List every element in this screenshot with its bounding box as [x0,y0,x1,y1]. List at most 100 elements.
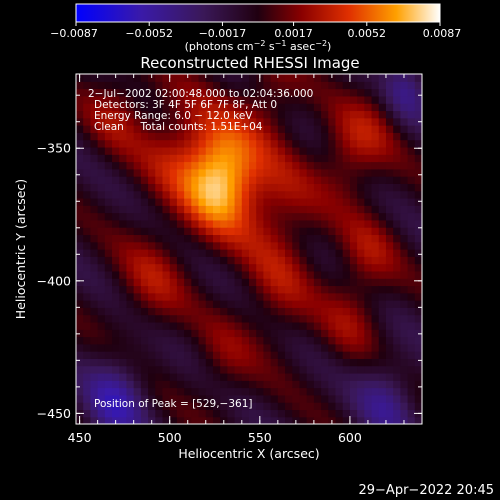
heatmap-cell [212,154,221,163]
heatmap-cell [227,139,236,148]
heatmap-cell [155,110,164,119]
heatmap-cell [335,270,344,279]
heatmap-cell [119,241,128,250]
heatmap-cell [90,256,99,265]
heatmap-cell [83,249,92,257]
heatmap-cell [83,132,92,141]
heatmap-cell [97,161,106,170]
heatmap-cell [119,270,128,279]
heatmap-cell [378,88,387,97]
heatmap-cell [270,358,279,367]
heatmap-cell [212,409,221,418]
heatmap-cell [263,205,272,214]
heatmap-cell [306,205,315,214]
heatmap-cell [277,351,286,359]
heatmap-cell [184,336,192,345]
heatmap-cell [277,139,286,148]
heatmap-cell [270,183,279,192]
heatmap-cell [140,219,149,228]
heatmap-cell [126,110,135,119]
heatmap-cell [176,329,185,338]
heatmap-cell [277,329,286,338]
heatmap-cell [112,168,120,177]
heatmap-cell [306,249,315,257]
heatmap-cell [104,212,113,221]
heatmap-cell [385,176,394,184]
heatmap-cell [169,161,178,170]
heatmap-cell [234,183,243,192]
heatmap-cell [184,227,192,236]
heatmap-cell [148,212,156,221]
heatmap-cell [104,380,113,389]
heatmap-cell [256,154,265,163]
heatmap-cell [263,81,272,90]
heatmap-cell [270,117,279,126]
heatmap-cell [220,205,228,214]
heatmap-cell [306,300,315,308]
heatmap-cell [371,343,380,352]
heatmap-cell [263,249,272,257]
heatmap-cell [97,132,106,141]
heatmap-cell [220,372,228,381]
heatmap-cell [263,358,272,367]
heatmap-cell [357,300,365,308]
heatmap-cell [76,227,84,236]
heatmap-cell [277,343,286,352]
heatmap-cell [112,125,120,133]
heatmap [76,74,422,424]
heatmap-cell [234,205,243,214]
heatmap-cell [299,336,308,345]
heatmap-cell [97,358,106,367]
heatmap-cell [162,139,171,148]
heatmap-cell [97,227,106,236]
heatmap-cell [256,117,265,126]
heatmap-cell [357,263,365,272]
heatmap-cell [119,285,128,294]
heatmap-cell [393,351,401,359]
heatmap-cell [112,292,120,301]
heatmap-cell [400,205,409,214]
heatmap-cell [285,394,293,403]
heatmap-cell [148,387,156,396]
heatmap-cell [385,263,394,272]
heatmap-cell [400,307,409,316]
heatmap-cell [249,372,257,381]
heatmap-cell [76,241,84,250]
heatmap-cell [76,285,84,294]
heatmap-cell [342,256,351,265]
heatmap-cell [148,256,156,265]
heatmap-cell [249,219,257,228]
heatmap-cell [148,249,156,257]
heatmap-cell [321,358,329,367]
heatmap-cell [270,409,279,418]
heatmap-cell [76,249,84,257]
heatmap-cell [169,146,178,155]
heatmap-cell [263,336,272,345]
heatmap-cell [126,81,135,90]
heatmap-cell [292,212,301,221]
heatmap-cell [393,154,401,163]
heatmap-cell [227,402,236,411]
heatmap-cell [349,387,358,396]
heatmap-cell [241,372,250,381]
heatmap-cell [104,409,113,418]
heatmap-cell [357,365,365,374]
heatmap-cell [126,161,135,170]
heatmap-cell [292,146,301,155]
heatmap-cell [285,81,293,90]
heatmap-cell [140,372,149,381]
heatmap-cell [277,336,286,345]
heatmap-cell [349,343,358,352]
heatmap-cell [191,117,200,126]
heatmap-cell [198,402,207,411]
heatmap-cell [104,146,113,155]
heatmap-cell [162,103,171,112]
heatmap-cell [176,168,185,177]
heatmap-cell [119,227,128,236]
heatmap-cell [414,336,422,345]
heatmap-cell [234,307,243,316]
heatmap-cell [378,161,387,170]
heatmap-cell [191,343,200,352]
heatmap-cell [97,285,106,294]
heatmap-cell [249,176,257,184]
